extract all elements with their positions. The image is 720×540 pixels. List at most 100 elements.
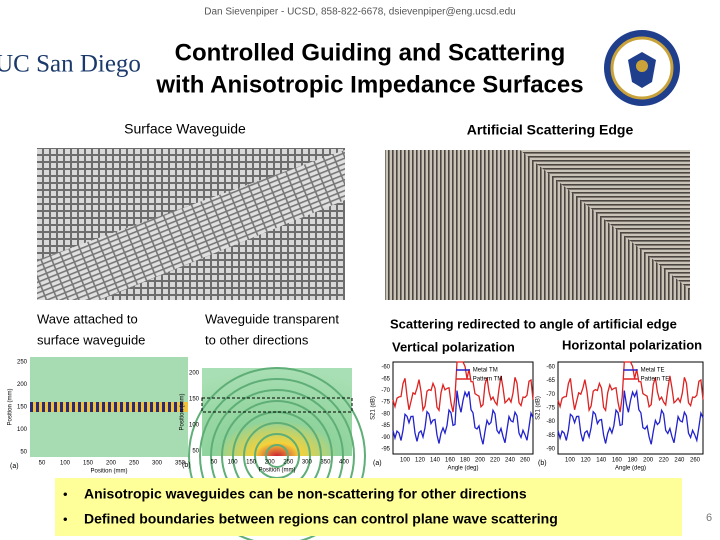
- x-tick-label: 150: [246, 460, 257, 466]
- wave-ring: [188, 367, 366, 540]
- x-tick-label: 350: [320, 460, 331, 466]
- y-tick-label: -75: [381, 400, 390, 406]
- x-tick-label: 160: [612, 458, 623, 464]
- field-stripe: [30, 402, 33, 412]
- x-tick-label: 180: [627, 458, 638, 464]
- x-tick-label: 250: [129, 461, 140, 467]
- bullet-marker: •: [63, 486, 68, 501]
- legend-label: Pattern TE: [641, 377, 670, 383]
- y-tick-label: 150: [17, 405, 28, 411]
- y-tick-label: -70: [381, 388, 390, 394]
- y-tick-label: -70: [546, 392, 555, 398]
- x-tick-label: 220: [490, 458, 501, 464]
- x-tick-label: 200: [106, 461, 117, 467]
- panel-label: (b): [182, 462, 191, 469]
- field-stripe: [48, 402, 51, 412]
- y-tick-label: -65: [381, 376, 390, 382]
- panel-label: (a): [373, 460, 382, 467]
- x-tick-label: 140: [596, 458, 607, 464]
- line-plot: [392, 361, 534, 455]
- x-tick-label: 260: [690, 458, 701, 464]
- x-tick-label: 240: [505, 458, 516, 464]
- x-tick-label: 200: [643, 458, 654, 464]
- line-plot: [557, 361, 704, 455]
- x-tick-label: 220: [659, 458, 670, 464]
- field-stripe: [36, 402, 39, 412]
- legend-label: Metal TM: [473, 368, 498, 374]
- y-tick-label: -90: [381, 435, 390, 441]
- caption: Wave attached to: [37, 311, 138, 326]
- field-stripe: [78, 402, 81, 412]
- x-tick-label: 400: [339, 460, 350, 466]
- x-axis-label: Angle (deg): [615, 466, 646, 472]
- field-stripe: [108, 402, 111, 412]
- x-tick-label: 150: [83, 461, 94, 467]
- y-axis-label: Position (mm): [180, 393, 186, 430]
- x-tick-label: 100: [60, 461, 71, 467]
- y-axis-label: S21 (dB): [536, 396, 542, 420]
- curve: [557, 361, 704, 413]
- field-stripe: [72, 402, 75, 412]
- x-tick-label: 240: [674, 458, 685, 464]
- legend-label: Pattern TM: [473, 377, 503, 383]
- field-stripe: [84, 402, 87, 412]
- x-tick-label: 100: [228, 460, 239, 466]
- x-tick-label: 200: [475, 458, 486, 464]
- legend-label: Metal TE: [641, 368, 665, 374]
- bullet-box: [55, 478, 682, 536]
- x-tick-label: 180: [460, 458, 471, 464]
- x-tick-label: 120: [581, 458, 592, 464]
- section-heading: Artificial Scattering Edge: [467, 122, 634, 138]
- field-stripe: [180, 402, 183, 412]
- x-tick-label: 200: [265, 460, 276, 466]
- caption: Waveguide transparent: [205, 311, 339, 326]
- y-tick-label: -65: [546, 378, 555, 384]
- curve: [392, 361, 534, 413]
- curve: [557, 388, 704, 445]
- y-tick-label: 50: [20, 450, 27, 456]
- caption: to other directions: [205, 332, 309, 347]
- field-stripe: [138, 402, 141, 412]
- field-stripe: [60, 402, 63, 412]
- y-tick-label: -60: [381, 365, 390, 371]
- field-stripe: [120, 402, 123, 412]
- y-tick-label: -60: [546, 365, 555, 371]
- logo: UC San Diego: [0, 51, 141, 78]
- x-tick-label: 50: [39, 461, 46, 467]
- x-tick-label: 100: [400, 458, 411, 464]
- caption: Horizontal polarization: [562, 337, 702, 352]
- field-stripe: [42, 402, 45, 412]
- title: Controlled Guiding and Scattering: [175, 39, 566, 66]
- field-stripe: [150, 402, 153, 412]
- x-tick-label: 50: [211, 460, 218, 466]
- y-tick-label: 200: [189, 371, 200, 377]
- bullet-marker: •: [63, 511, 68, 526]
- field-stripe: [156, 402, 159, 412]
- x-axis-label: Position (mm): [258, 468, 295, 474]
- x-tick-label: 100: [565, 458, 576, 464]
- x-tick-label: 250: [283, 460, 294, 466]
- contact: Dan Sievenpiper - UCSD, 858-822-6678, ds…: [204, 7, 515, 18]
- wave-ring: [265, 444, 289, 468]
- bullet: Anisotropic waveguides can be non-scatte…: [84, 486, 527, 502]
- y-tick-label: -85: [381, 423, 390, 429]
- page-number: 6: [706, 512, 712, 524]
- x-tick-label: 120: [415, 458, 426, 464]
- y-tick-label: -80: [381, 411, 390, 417]
- y-tick-label: 50: [192, 449, 199, 455]
- x-axis-label: Position (mm): [90, 469, 127, 475]
- field-stripe: [174, 402, 177, 412]
- y-tick-label: -80: [546, 419, 555, 425]
- title: with Anisotropic Impedance Surfaces: [155, 71, 583, 98]
- field-stripe: [66, 402, 69, 412]
- x-tick-label: 260: [520, 458, 531, 464]
- field-stripe: [102, 402, 105, 412]
- x-tick-label: 350: [175, 461, 186, 467]
- x-tick-label: 140: [430, 458, 441, 464]
- curve: [392, 390, 534, 445]
- field-stripe: [162, 402, 165, 412]
- y-tick-label: 250: [17, 360, 28, 366]
- y-tick-label: 100: [17, 427, 28, 433]
